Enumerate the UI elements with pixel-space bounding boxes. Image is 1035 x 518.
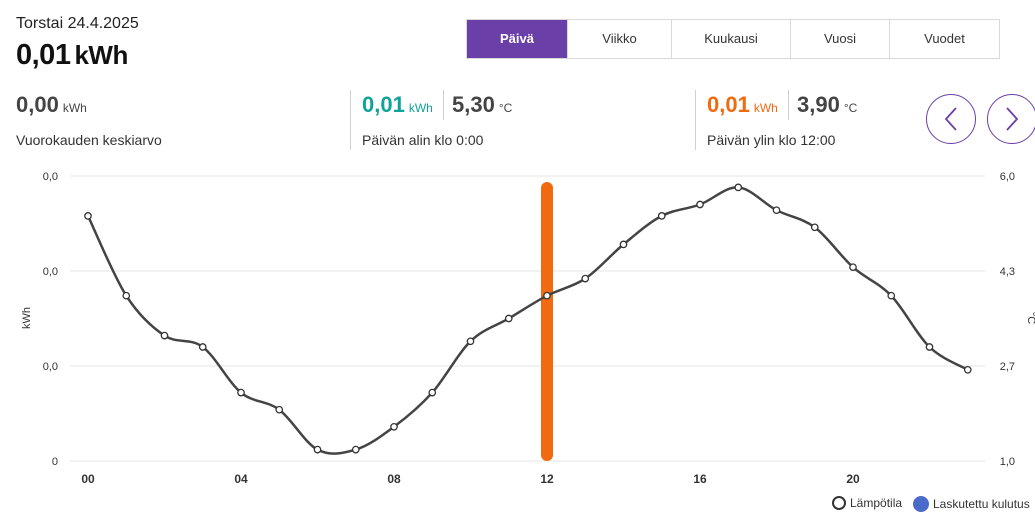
- max-temp-unit: °C: [843, 101, 858, 115]
- x-tick-label: 16: [693, 472, 707, 486]
- temperature-point: [734, 183, 743, 192]
- temperature-point: [466, 337, 475, 346]
- min-unit: kWh: [408, 101, 433, 115]
- x-tick-label: 00: [81, 472, 95, 486]
- temperature-point: [504, 314, 513, 323]
- max-value: 0,01: [707, 92, 750, 117]
- legend-circle-icon: [832, 496, 846, 510]
- average-stat: 0,00 kWh: [16, 92, 87, 118]
- divider: [443, 90, 444, 120]
- min-temp-value: 5,30: [452, 92, 495, 117]
- temperature-point: [313, 445, 322, 454]
- tab-week[interactable]: Viikko: [567, 20, 671, 58]
- divider: [350, 90, 351, 150]
- y-right-tick-label: 6,0: [1000, 171, 1015, 183]
- x-tick-label: 20: [846, 472, 860, 486]
- y-axis-title-right: °C: [1025, 312, 1035, 324]
- period-tabs: Päivä Viikko Kuukausi Vuosi Vuodet: [466, 19, 1000, 59]
- temperature-point: [543, 291, 551, 300]
- y-axis-title-left: kWh: [21, 307, 33, 329]
- total-consumption: 0,01 kWh: [16, 39, 128, 72]
- min-stat: 0,01 kWh: [362, 92, 433, 118]
- tab-month[interactable]: Kuukausi: [671, 20, 790, 58]
- y-right-tick-label: 4,3: [1000, 266, 1015, 278]
- average-value: 0,00: [16, 92, 59, 117]
- y-left-tick-label: 0,0: [43, 266, 58, 278]
- temperature-point: [657, 212, 666, 220]
- y-right-tick-label: 1,0: [1000, 456, 1015, 468]
- temperature-point: [849, 263, 857, 272]
- x-tick-label: 12: [540, 472, 554, 486]
- date-label: Torstai 24.4.2025: [16, 15, 139, 32]
- x-tick-label: 04: [234, 472, 248, 486]
- previous-day-button[interactable]: [926, 94, 976, 144]
- temperature-point: [810, 223, 819, 232]
- temperature-point: [160, 331, 169, 340]
- temperature-point: [390, 422, 398, 431]
- tab-day[interactable]: Päivä: [467, 20, 567, 58]
- legend-temperature-label: Lämpötila: [850, 496, 903, 510]
- y-right-tick-label: 2,7: [1000, 361, 1015, 373]
- tab-years[interactable]: Vuodet: [889, 20, 999, 58]
- temperature-point: [619, 240, 628, 249]
- temperature-point: [237, 388, 245, 397]
- legend-consumption-label: Laskutettu kulutus: [933, 497, 1030, 511]
- temperature-line: [86, 186, 969, 455]
- temperature-point: [925, 343, 934, 351]
- temperature-point: [696, 200, 704, 209]
- chevron-left-icon: [944, 107, 957, 131]
- temperature-point: [275, 405, 284, 414]
- min-caption: Päivän alin klo 0:00: [362, 132, 484, 148]
- min-value: 0,01: [362, 92, 405, 117]
- divider: [695, 90, 696, 150]
- max-caption: Päivän ylin klo 12:00: [707, 132, 836, 148]
- temperature-point: [581, 274, 590, 283]
- min-temp-unit: °C: [498, 101, 513, 115]
- temperature-point: [887, 291, 896, 300]
- max-stat: 0,01 kWh: [707, 92, 778, 118]
- max-temp: 3,90 °C: [797, 92, 857, 118]
- max-unit: kWh: [753, 101, 778, 115]
- divider: [788, 90, 789, 120]
- temperature-point: [122, 291, 131, 300]
- max-temp-value: 3,90: [797, 92, 840, 117]
- temperature-point: [963, 365, 972, 374]
- y-left-tick-label: 0,0: [43, 361, 58, 373]
- y-left-tick-label: 0: [52, 456, 58, 468]
- total-value: 0,01: [16, 39, 71, 71]
- temperature-point: [428, 388, 437, 397]
- temperature-point: [772, 206, 781, 215]
- temperature-point: [84, 212, 92, 220]
- tab-year[interactable]: Vuosi: [790, 20, 889, 58]
- legend-dot-icon: [913, 496, 929, 512]
- total-unit: kWh: [74, 40, 128, 70]
- consumption-bar: [541, 182, 553, 461]
- chevron-right-icon: [1006, 107, 1019, 131]
- consumption-chart: 0 0,0 0,0 0,0 1,0 2,7 4,3 6,0 kWh °C 00 04 08 12 16 20: [21, 171, 1035, 486]
- next-day-button[interactable]: [987, 94, 1035, 144]
- x-tick-label: 08: [387, 472, 401, 486]
- min-temp: 5,30 °C: [452, 92, 512, 118]
- legend-temperature[interactable]: Lämpötila: [832, 496, 902, 510]
- temperature-point: [198, 343, 207, 351]
- y-left-tick-label: 0,0: [43, 171, 58, 183]
- legend-consumption[interactable]: Laskutettu kulutus: [913, 496, 1030, 512]
- average-unit: kWh: [62, 101, 87, 115]
- temperature-point: [351, 445, 360, 454]
- average-caption: Vuorokauden keskiarvo: [16, 132, 162, 148]
